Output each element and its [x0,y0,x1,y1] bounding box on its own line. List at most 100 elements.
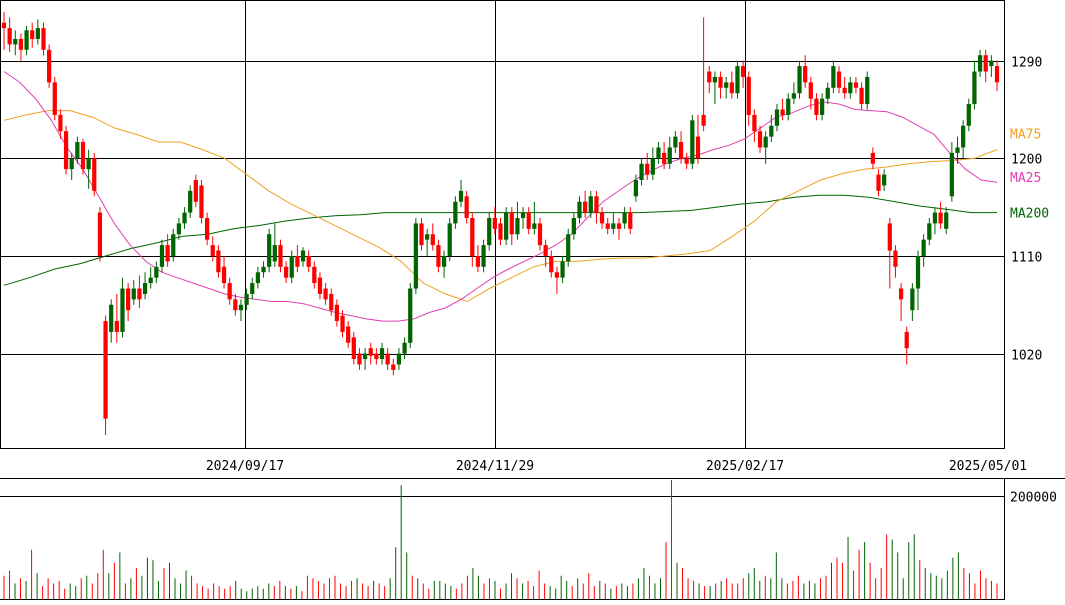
candle-body [306,255,311,267]
candle-body [498,223,503,240]
candle-body [842,87,847,94]
candle-body [63,131,69,170]
candle-body [295,255,300,267]
candle-body [340,315,345,332]
legend-ma75: MA75 [1010,127,1041,142]
candle-body [97,212,103,256]
candle-body [120,288,125,332]
candle-body [870,152,875,164]
candle-body [763,136,768,148]
ma200-line [3,194,997,286]
candle-body [470,217,475,256]
axis-labels: 1020 1110 1200 1290 2024/09/17 2024/11/29 2025… [206,56,1057,506]
candle-body [278,245,283,267]
candle-body [441,255,447,267]
candle-body [227,283,232,300]
candle-body [848,82,853,94]
candle-body [831,66,836,88]
candle-body [475,255,481,267]
y-tick-label: 1290 [1011,56,1042,71]
candle-body [272,245,277,262]
candle-body [374,353,379,360]
candle-body [453,201,458,224]
candle-body [250,283,255,294]
candle-body [1,22,7,29]
candle-body [165,245,170,262]
candle-body [611,223,616,229]
candle-body [808,82,813,99]
candle-body [255,272,261,284]
candle-body [289,255,294,278]
candle-body [605,223,610,229]
candle-body [13,38,18,45]
candle-body [628,212,633,229]
candle-body [554,272,560,278]
candle-body [701,114,706,126]
candle-body [740,66,746,77]
candle-body [566,234,571,262]
candle-body [413,223,418,289]
candle-body [368,348,373,356]
candle-body [989,60,994,67]
candle-body [18,38,24,50]
candle-body [7,28,12,45]
candle-body [396,353,402,365]
candle-body [137,288,142,300]
candle-body [52,82,57,115]
candle-body [588,196,593,213]
candle-body [362,353,368,360]
candle-body [938,212,943,224]
candle-body [92,158,97,191]
x-tick-label: 2024/11/29 [456,459,534,474]
candle-body [633,180,639,197]
candle-body [865,76,870,105]
candle-body [419,223,424,246]
candle-body [678,142,684,159]
candle-body [216,250,221,273]
candle-body [233,299,238,311]
candle-body [882,174,887,186]
candle-body [323,288,328,300]
candle-body [504,212,509,240]
candle-body [58,114,63,132]
candle-body [24,30,29,50]
candle-body [994,66,1000,83]
candle-body [729,82,734,94]
candle-body [915,255,921,289]
candle-body [972,71,977,105]
candle-body [571,217,576,235]
candle-body [329,293,334,311]
candle-body [430,234,435,246]
candle-body [583,201,588,213]
candle-body [955,147,960,153]
candle-body [509,212,514,235]
candle-body [487,217,492,246]
candle-body [769,125,774,137]
candle-body [876,174,881,191]
y-tick-label: 1020 [1011,349,1042,364]
candle-body [171,234,176,256]
candle-body [109,304,114,332]
candle-body [114,321,119,332]
candle-body [819,98,825,115]
candle-body [69,158,74,170]
candle-body [379,348,385,360]
candle-body [75,142,80,159]
candle-body [188,190,193,213]
candle-body [921,239,926,256]
candle-body [30,30,35,39]
candle-body [176,223,182,235]
candle-body [408,288,413,343]
candle-body [859,87,864,105]
candle-body [673,136,678,148]
candle-body [803,66,808,83]
candle-body [718,76,723,88]
candle-body [520,212,526,218]
candle-body [41,28,46,50]
candle-body [35,28,40,39]
candle-body [334,304,339,322]
candle-body [492,217,497,229]
candle-body [645,163,650,175]
candle-body [780,109,785,115]
